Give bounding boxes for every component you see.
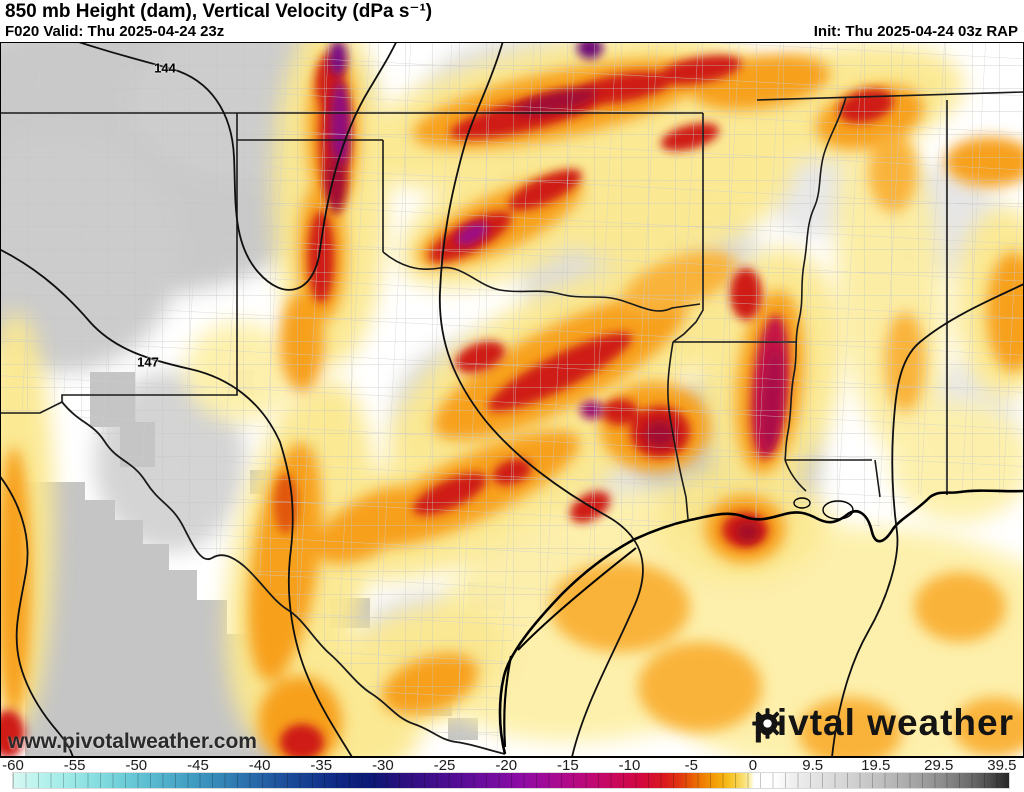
weather-map-canvas: 144 147 www.pivotalweather.com piv tal we…: [0, 42, 1024, 757]
colorbar-tick-19.5: 19.5: [861, 757, 891, 774]
colorbar-tick--5: -5: [684, 757, 698, 774]
valid-time-label: F020 Valid: Thu 2025-04-24 23z: [5, 23, 225, 40]
colorbar-tick-9.5: 9.5: [802, 757, 824, 774]
colorbar-tick--55: -55: [63, 757, 86, 774]
colorbar-tick--25: -25: [433, 757, 456, 774]
init-time-label: Init: Thu 2025-04-24 03z RAP: [813, 23, 1018, 40]
contour-label-147: 147: [137, 354, 159, 370]
colorbar-tick--50: -50: [125, 757, 148, 774]
pivotal-weather-logo: piv tal weather: [752, 702, 1014, 743]
watermark: www.pivotalweather.com: [8, 730, 257, 753]
colorbar-tick-29.5: 29.5: [924, 757, 954, 774]
contour-label-144: 144: [154, 60, 176, 76]
colorbar-tick--45: -45: [187, 757, 209, 774]
colorbar-tick--20: -20: [495, 757, 518, 774]
colorbar-tick--10: -10: [618, 757, 641, 774]
colorbar-legend: -60 -55 -50 -45 -40 -35 -30 -25 -20 -15 -10 -5 0 9.5 1…: [0, 757, 1024, 792]
height-contours: [0, 42, 1024, 757]
colorbar-tick--15: -15: [557, 757, 579, 774]
gulf-coastline: [498, 489, 1024, 755]
colorbar-tick--60: -60: [2, 757, 24, 774]
colorbar-ticks: -60 -55 -50 -45 -40 -35 -30 -25 -20 -15 -10 -5 0 9.5 1…: [2, 757, 1016, 774]
gear-icon: [752, 708, 783, 739]
louisiana-lakes: [793, 497, 854, 520]
page-title: 850 mb Height (dam), Vertical Velocity (…: [5, 1, 433, 22]
logo-text-right: tal weather: [809, 702, 1014, 743]
state-borders: [0, 91, 1024, 520]
colorbar-tick--35: -35: [310, 757, 333, 774]
colorbar-tick--40: -40: [248, 757, 271, 774]
colorbar-tick--30: -30: [372, 757, 394, 774]
header: 850 mb Height (dam), Vertical Velocity (…: [0, 0, 1024, 42]
colorbar-gradient: [12, 772, 1010, 789]
colorbar-tick-39.5: 39.5: [987, 757, 1017, 774]
colorbar-tick-0: 0: [748, 757, 758, 774]
map-graphic: [0, 42, 1024, 757]
rio-grande-border: [61, 401, 506, 755]
